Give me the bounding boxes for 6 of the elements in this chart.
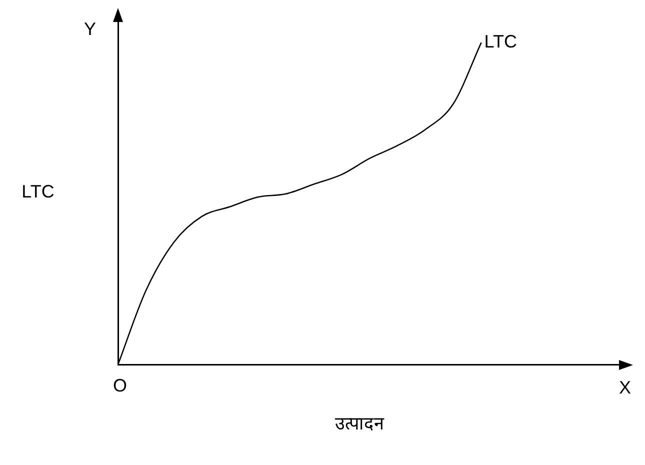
text: Y (84, 18, 96, 39)
text: X (618, 378, 632, 398)
x-axis-title: उत्पादन (335, 414, 385, 434)
y-axis-title: LTC (22, 181, 54, 202)
series-label: LTC (484, 32, 517, 52)
text: O (112, 376, 128, 396)
